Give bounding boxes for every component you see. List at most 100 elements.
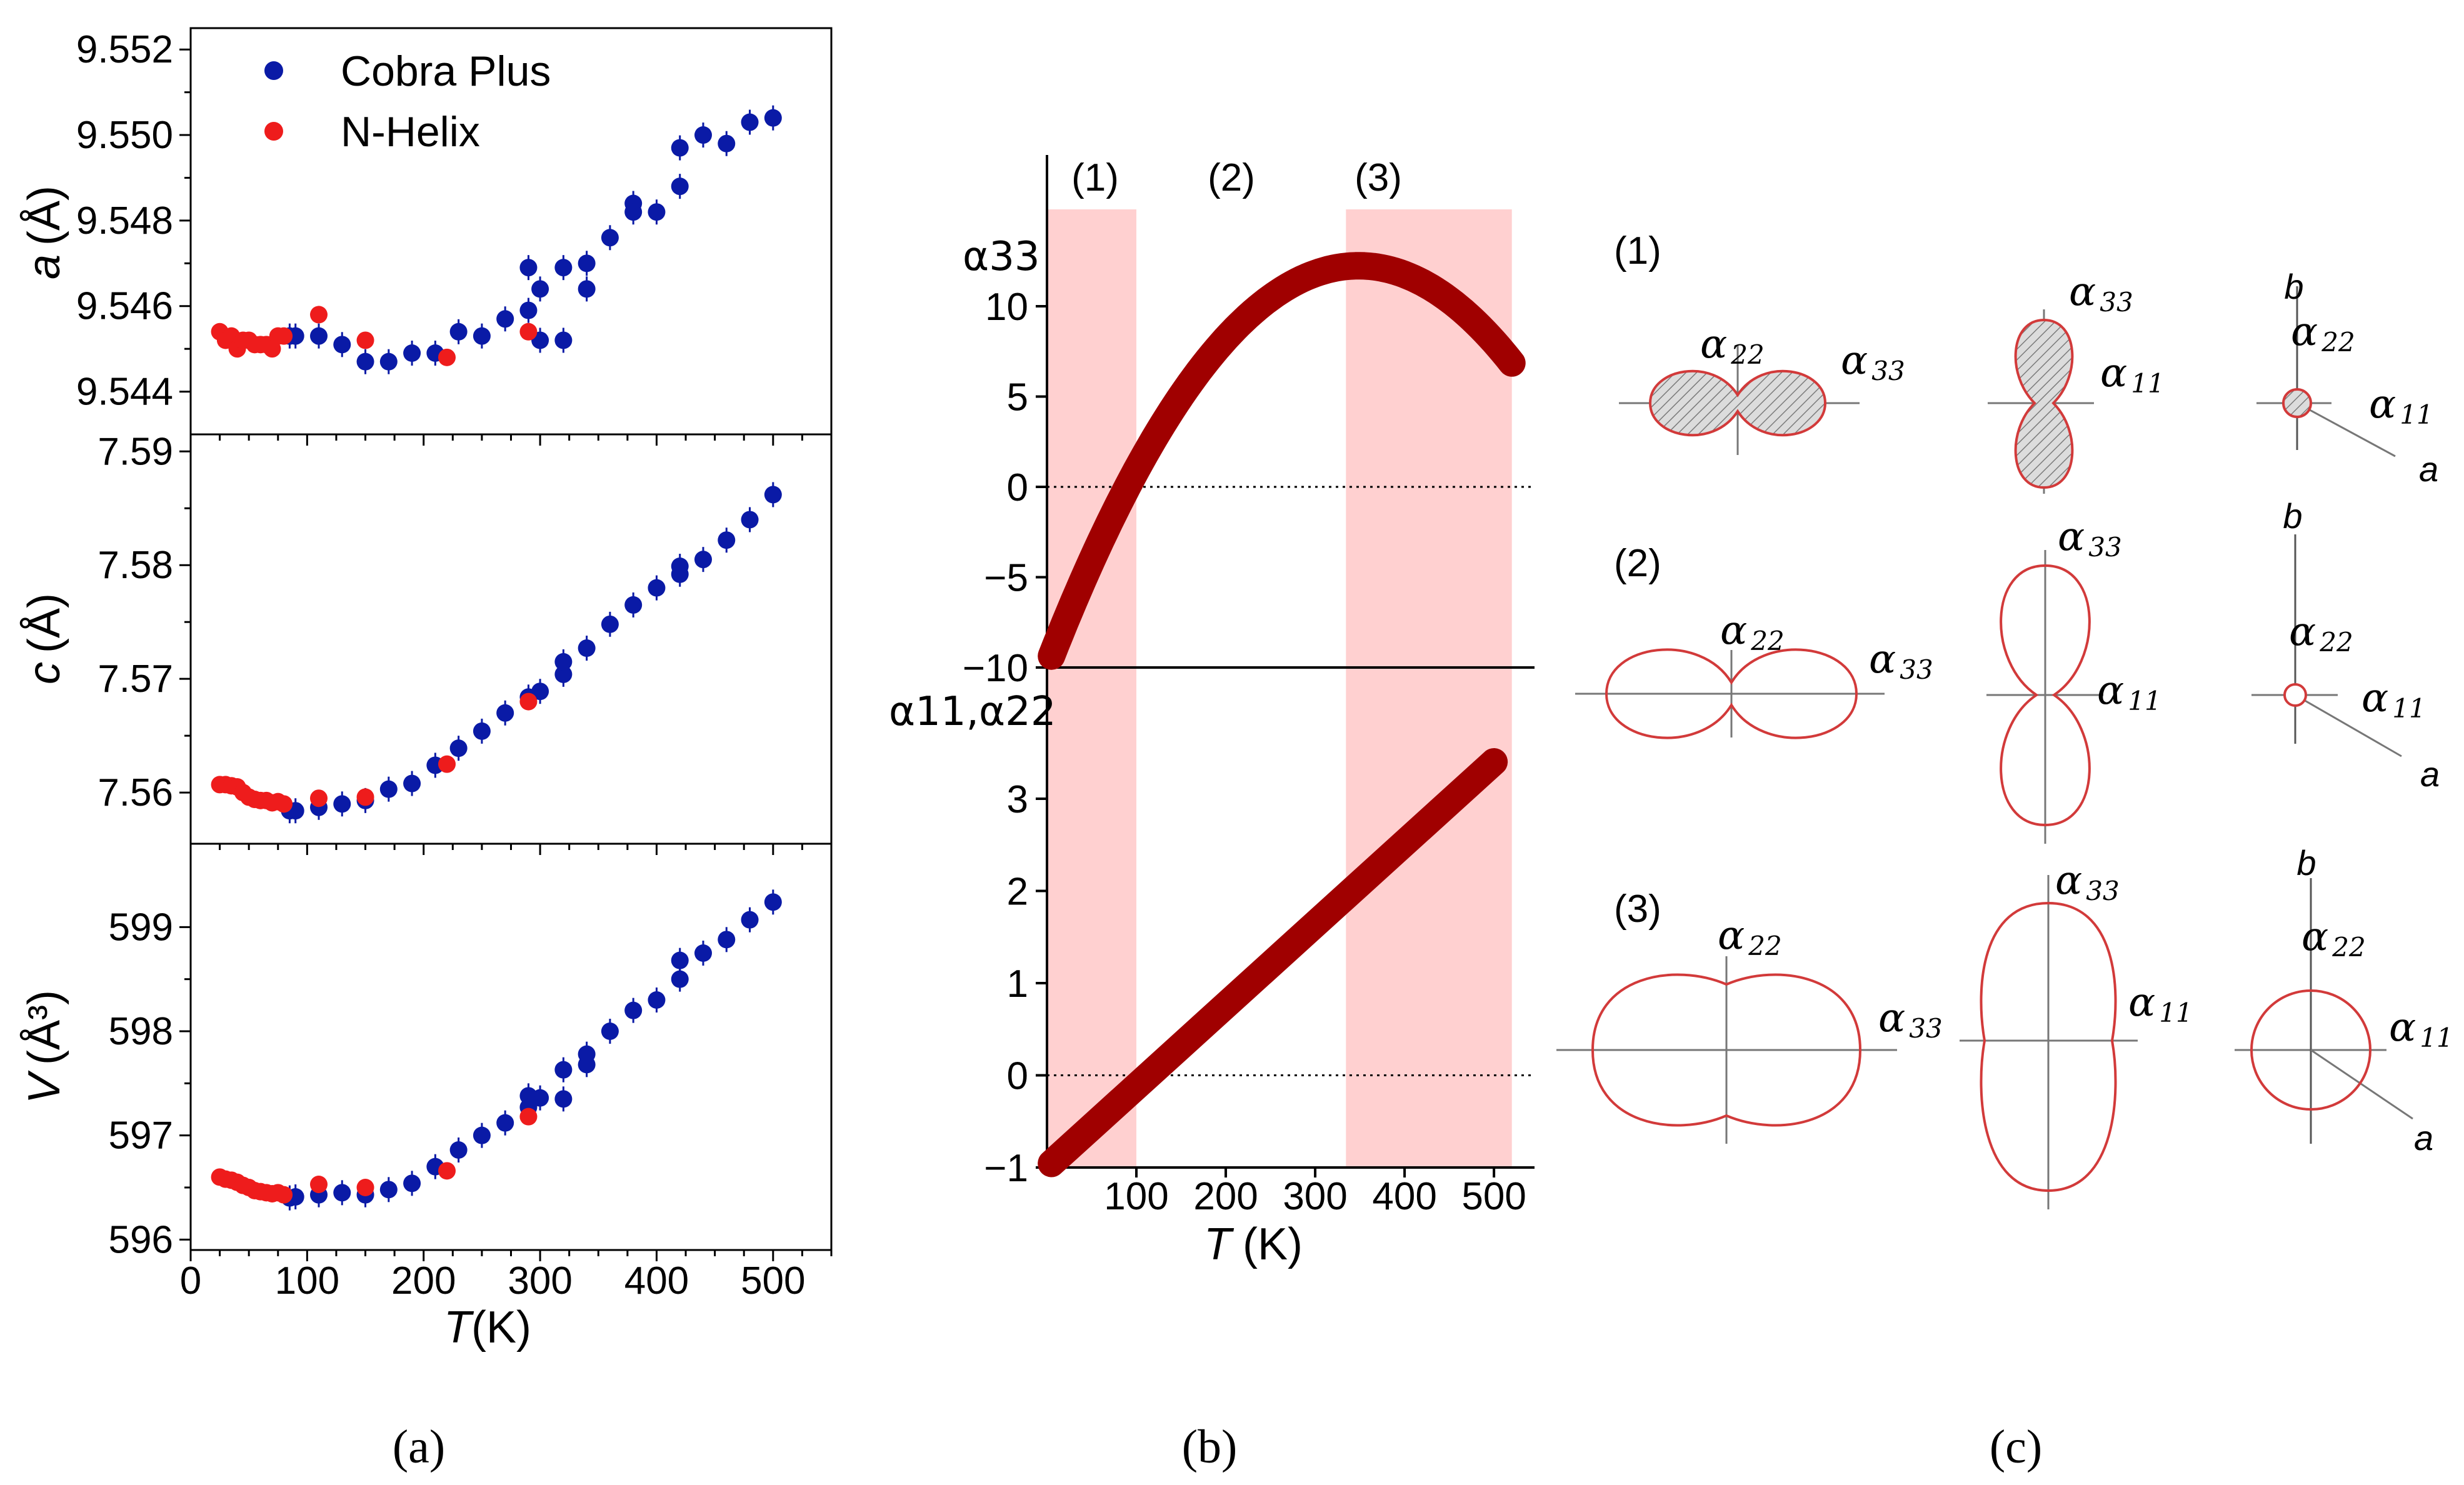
a-bot-point-cobra — [578, 1045, 596, 1063]
a-mid-point-cobra — [671, 558, 689, 576]
a-bot-ytick-label: 598 — [109, 1010, 173, 1053]
b-top-ytick-label: −5 — [984, 557, 1028, 600]
b-band-3 — [1346, 209, 1512, 1168]
a-top-point-cobra — [764, 109, 782, 127]
b-xtick-label: 300 — [1283, 1175, 1347, 1218]
a-bot-point-nhelix — [275, 1186, 293, 1204]
a-top-point-cobra — [648, 203, 666, 221]
a-bot-point-cobra — [403, 1174, 421, 1192]
b-top-ylabel: α33 — [963, 234, 1040, 280]
a-bot-point-cobra — [671, 951, 689, 969]
a-top-point-nhelix — [310, 306, 328, 324]
c-row2-col1: α 22 α 33 — [1575, 608, 1933, 739]
c-row1-alpha22: α 22 — [1700, 321, 1765, 370]
c-row1-col3: b a α 22 α 11 — [2256, 267, 2438, 489]
c-row1-alpha33: α 33 — [1841, 338, 1905, 386]
c-row3-axis-a: a — [2414, 1118, 2433, 1158]
a-xtick-label: 400 — [624, 1259, 689, 1302]
a-top-ytick-label: 9.552 — [76, 28, 173, 71]
legend-label-nhelix: N-Helix — [341, 108, 480, 156]
a-mid-point-cobra — [496, 704, 514, 722]
a-top-point-cobra — [671, 139, 689, 157]
panel-c: (1) α 22 α 33 α 33 α 11 b a α 22 α 11 (2) — [1556, 229, 2453, 1473]
a-mid-point-cobra — [554, 665, 573, 683]
b-curve-alpha33 — [1038, 252, 1526, 670]
a-mid-frame — [189, 433, 833, 845]
a-bot-point-cobra — [764, 893, 782, 911]
a-top-ticks: 9.544 9.546 9.548 9.550 9.552 — [76, 28, 833, 446]
a-top-point-cobra — [379, 352, 398, 371]
b-top-ytick-label: 0 — [1007, 466, 1028, 509]
a-top-point-cobra — [519, 301, 538, 319]
panel-label-c: (c) — [1990, 1421, 2042, 1473]
c-row3-alpha22: α 22 — [1718, 912, 1782, 961]
a-xtick-label: 100 — [275, 1259, 339, 1302]
c-row1-label: (1) — [1614, 229, 1661, 272]
c-row1-alpha11: α 11 — [2100, 350, 2165, 399]
c-row3-col2: α 33 α 11 — [1960, 858, 2193, 1209]
a-mid-ylabel: c(Å) — [19, 593, 69, 684]
c-row1-shape-peanut-v — [2014, 318, 2074, 489]
b-top-ticks: −10 −5 0 5 10 — [963, 286, 1047, 690]
a-bot-point-cobra — [449, 1141, 468, 1159]
c-row1-col1: α 22 α 33 — [1619, 321, 1905, 455]
c-row3-alpha33-b: α 33 — [2055, 858, 2120, 906]
a-top-point-cobra — [496, 310, 514, 328]
a-top-point-cobra — [578, 280, 596, 298]
a-bot-point-cobra — [554, 1090, 573, 1108]
c-row2-shape-peanut-h — [1605, 648, 1858, 739]
a-bot-ticks: 596 597 598 599 0 100 200 300 400 500 — [109, 906, 833, 1302]
a-mid-point-cobra — [601, 615, 619, 633]
a-top-point-cobra — [473, 327, 491, 345]
a-top-point-cobra — [403, 344, 421, 362]
a-bot-point-cobra — [648, 991, 666, 1009]
a-top-point-nhelix — [356, 331, 374, 349]
c-row2-axis-b: b — [2283, 496, 2302, 536]
c-row1-axis-a: a — [2419, 449, 2438, 489]
a-mid-point-nhelix — [519, 692, 538, 711]
c-row3-shape-peanut-h — [1591, 973, 1862, 1127]
a-mid-point-cobra — [764, 486, 782, 504]
a-top-point-cobra — [624, 203, 643, 221]
a-top-point-cobra — [356, 352, 374, 371]
a-mid-point-cobra — [741, 511, 759, 529]
c-row3-axis-b: b — [2296, 843, 2316, 882]
a-top-point-cobra — [694, 126, 712, 144]
a-xtick-label: 500 — [741, 1259, 805, 1302]
a-bot-point-cobra — [671, 970, 689, 988]
c-row3-label: (3) — [1614, 888, 1661, 931]
a-top-ytick-label: 9.544 — [76, 371, 173, 414]
c-row2-alpha22-c: α 22 — [2289, 609, 2353, 658]
a-bot-ytick-label: 597 — [109, 1114, 173, 1158]
a-bot-point-nhelix — [356, 1179, 374, 1196]
panel-label-a: (a) — [393, 1421, 445, 1473]
c-row2-col3: b a α 22 α 11 — [2251, 496, 2440, 794]
a-mid-points — [211, 482, 782, 824]
b-band-1 — [1046, 209, 1137, 1168]
a-top-points — [211, 105, 782, 374]
a-top-point-cobra — [741, 113, 759, 131]
a-top-ytick-label: 9.550 — [76, 114, 173, 157]
c-row1-axis-b: b — [2284, 267, 2303, 306]
c-row3-alpha33: α 33 — [1878, 995, 1943, 1044]
b-top-ytick-label: 5 — [1007, 376, 1028, 419]
b-bot-ylabel: α11,α22 — [889, 689, 1056, 735]
b-xtick-label: 200 — [1193, 1175, 1258, 1218]
a-mid-point-nhelix — [275, 795, 293, 813]
a-top-point-cobra — [578, 254, 596, 272]
a-mid-point-cobra — [403, 774, 421, 792]
a-mid-ytick-label: 7.57 — [98, 658, 173, 701]
a-mid-point-cobra — [473, 722, 491, 740]
a-bot-point-cobra — [741, 911, 759, 929]
a-mid-point-cobra — [554, 652, 573, 671]
a-mid-point-cobra — [333, 795, 351, 813]
a-top-point-cobra — [519, 259, 538, 277]
a-bot-point-nhelix — [519, 1108, 538, 1126]
b-xtick-label: 100 — [1104, 1175, 1168, 1218]
a-mid-point-cobra — [379, 780, 398, 798]
a-xtick-label: 0 — [180, 1259, 201, 1302]
a-xtick-label: 200 — [391, 1259, 456, 1302]
